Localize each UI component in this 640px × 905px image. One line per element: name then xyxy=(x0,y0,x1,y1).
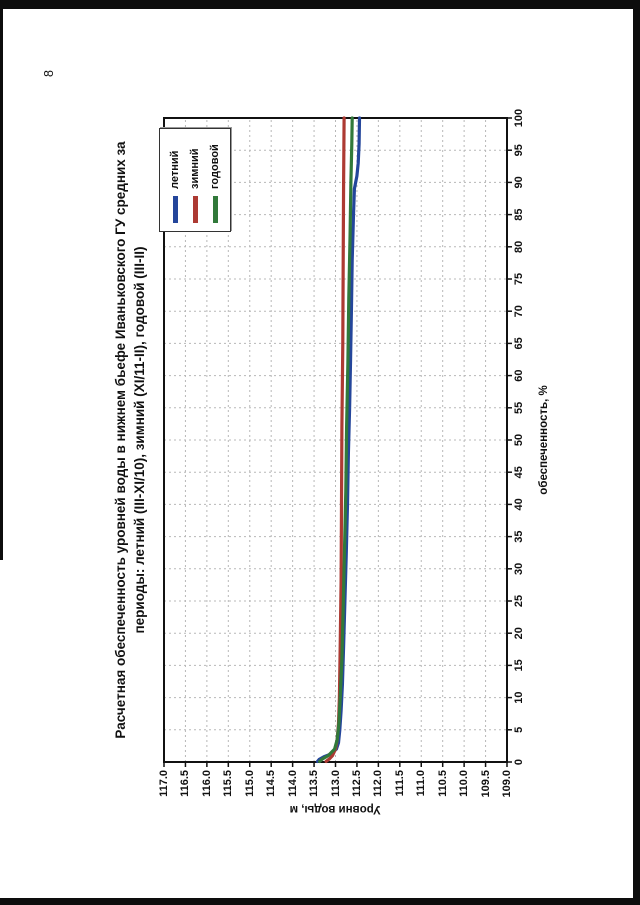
y-tick-label: 113.5 xyxy=(308,770,321,797)
legend-item-годовой: годовой xyxy=(206,137,224,223)
x-tick-label: 70 xyxy=(513,305,525,318)
x-tick-label: 50 xyxy=(513,433,525,447)
series-line-зимний xyxy=(324,116,346,763)
x-tick-label: 55 xyxy=(513,401,525,414)
y-tick-label: 109.0 xyxy=(501,770,513,798)
plot-area xyxy=(163,116,512,767)
x-tick-label: 80 xyxy=(513,240,525,253)
page-border-right xyxy=(633,0,640,905)
legend-label: летний xyxy=(169,150,181,189)
page-border-top xyxy=(0,0,640,9)
y-tick-label: 117.0 xyxy=(158,770,170,797)
x-tick-label: 0 xyxy=(513,758,525,766)
chart-title-line1: Расчетная обеспеченность уровней воды в … xyxy=(113,141,128,739)
y-tick-label: 113.0 xyxy=(329,770,342,797)
x-tick-label: 85 xyxy=(513,208,525,221)
legend-item-летний: летний xyxy=(166,137,184,223)
x-tick-label: 35 xyxy=(513,530,525,543)
x-tick-label: 60 xyxy=(513,369,525,382)
x-tick-label: 5 xyxy=(513,726,525,733)
chart-title: Расчетная обеспеченность уровней воды в … xyxy=(111,118,149,762)
legend-line-swatch xyxy=(212,196,218,223)
y-tick-label: 116.5 xyxy=(179,770,192,797)
legend-line-swatch xyxy=(172,196,178,223)
legend-label: годовой xyxy=(209,144,221,189)
y-tick-label: 110.0 xyxy=(458,770,471,797)
x-tick-label: 95 xyxy=(513,144,525,157)
page-border-bottom xyxy=(0,898,640,905)
plot-border xyxy=(163,117,508,763)
x-tick-label: 65 xyxy=(513,337,525,350)
y-tick-label: 114.5 xyxy=(265,770,278,797)
y-tick-label: 115.5 xyxy=(222,770,235,797)
x-tick-label: 90 xyxy=(513,176,525,189)
legend-line-swatch xyxy=(192,196,198,223)
legend: летний зимний годовой xyxy=(159,128,231,232)
x-tick-label: 20 xyxy=(513,627,525,640)
x-tick-label: 15 xyxy=(513,659,525,672)
chart-title-line2: периоды: летний (III-XI/10), зимний (XI/… xyxy=(132,246,147,634)
x-tick-label: 45 xyxy=(513,466,525,479)
y-tick-label: 111.5 xyxy=(393,770,406,797)
legend-label: зимний xyxy=(189,148,201,189)
y-tick-label: 112.0 xyxy=(372,770,385,797)
y-tick-label: 109.5 xyxy=(479,770,492,798)
page-number: 8 xyxy=(42,70,56,77)
y-tick-label: 115.0 xyxy=(243,770,256,797)
y-tick-label: 110.5 xyxy=(436,770,449,797)
x-tick-label: 10 xyxy=(513,691,525,704)
y-tick-label: 116.0 xyxy=(200,770,213,797)
x-tick-label: 40 xyxy=(513,498,525,511)
legend-item-зимний: зимний xyxy=(186,137,204,223)
series-line-годовой xyxy=(318,116,354,763)
x-tick-label: 100 xyxy=(513,108,525,128)
y-tick-label: 111.0 xyxy=(415,770,428,797)
y-tick-label: 112.5 xyxy=(350,770,363,797)
x-tick-label: 30 xyxy=(513,562,525,575)
page-border-left xyxy=(0,0,3,560)
y-tick-label: 114.0 xyxy=(286,770,299,797)
x-tick-label: 25 xyxy=(513,594,525,608)
x-axis-title: обеспеченность, % xyxy=(538,385,550,495)
x-tick-label: 75 xyxy=(513,272,525,286)
